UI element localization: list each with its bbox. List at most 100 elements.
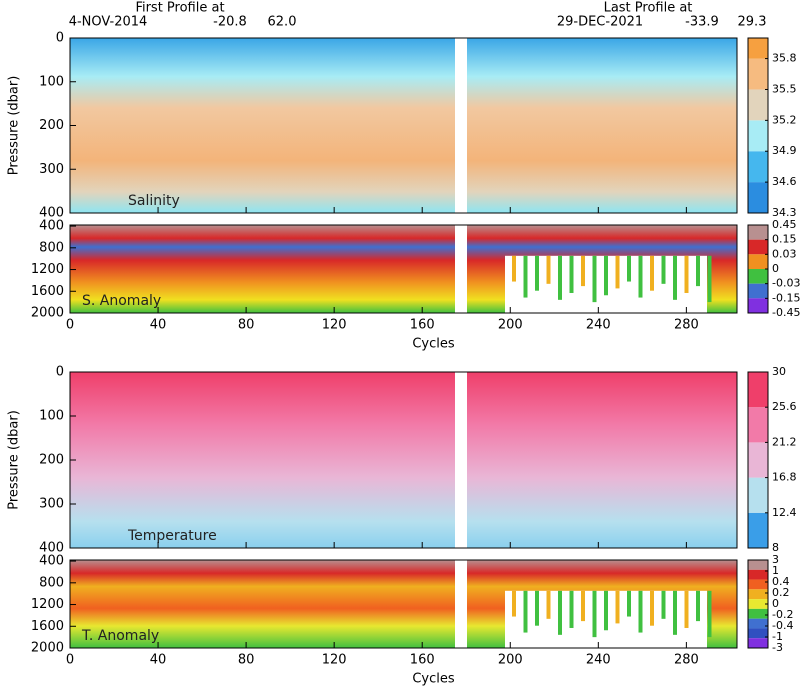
profile-stripe bbox=[673, 255, 677, 300]
profile-stripe bbox=[627, 590, 631, 617]
profile-stripe bbox=[604, 255, 608, 296]
colorbar-frame bbox=[747, 224, 769, 314]
x-tick-label: 80 bbox=[238, 318, 255, 333]
colorbar-band bbox=[748, 269, 768, 284]
colorbar-band bbox=[748, 579, 768, 590]
profile-stripe bbox=[581, 590, 585, 622]
x-axis-title: Cycles bbox=[412, 337, 455, 352]
colorbar-label: 0 bbox=[772, 262, 779, 275]
profile-stripe bbox=[523, 255, 528, 298]
field bbox=[70, 372, 737, 548]
colorbar-label: 0.2 bbox=[772, 586, 790, 599]
y-tick-label: 1200 bbox=[31, 262, 64, 277]
colorbar-band bbox=[748, 182, 768, 213]
profile-stripe bbox=[512, 255, 516, 282]
x-tick-label: 160 bbox=[410, 318, 435, 333]
first-date: 4-NOV-2014 bbox=[69, 15, 148, 30]
profile-stripe bbox=[638, 255, 643, 298]
colorbar-band bbox=[748, 89, 768, 121]
profile-stripe bbox=[696, 590, 700, 622]
profile-stripe bbox=[707, 590, 712, 638]
last-date: 29-DEC-2021 bbox=[557, 15, 643, 30]
colorbar-label: 0.4 bbox=[772, 575, 790, 588]
colorbar-label: 34.6 bbox=[772, 175, 797, 188]
colorbar-band bbox=[748, 120, 768, 152]
x-tick-label: 280 bbox=[674, 653, 699, 668]
x-tick-label: 240 bbox=[586, 318, 611, 333]
colorbar-label: 30 bbox=[772, 365, 786, 378]
colorbar-band bbox=[748, 442, 768, 478]
y-tick-label: 400 bbox=[39, 541, 64, 556]
colorbar-band bbox=[748, 225, 768, 240]
profile-stripe bbox=[546, 255, 551, 284]
x-tick-label: 120 bbox=[322, 653, 347, 668]
colorbar-band bbox=[748, 628, 768, 639]
last-lat: -33.9 bbox=[685, 15, 719, 30]
y-tick-label: 0 bbox=[56, 31, 64, 46]
colorbar-band bbox=[748, 239, 768, 255]
colorbar-band bbox=[748, 512, 768, 548]
colorbar-label: 12.4 bbox=[772, 506, 797, 519]
profile-stripe bbox=[558, 590, 562, 635]
x-axis-title: Cycles bbox=[412, 672, 455, 687]
field bbox=[70, 38, 737, 213]
profile-stripe bbox=[558, 255, 562, 300]
x-tick-label: 200 bbox=[498, 653, 523, 668]
data-gap bbox=[455, 38, 467, 213]
last-label: Last Profile at bbox=[604, 1, 693, 16]
colorbar-label: 21.2 bbox=[772, 435, 797, 448]
colorbar-band bbox=[748, 407, 768, 443]
data-gap bbox=[455, 372, 467, 548]
profile-stripe bbox=[615, 255, 620, 289]
profile-stripe bbox=[650, 255, 654, 291]
y-tick-label: 800 bbox=[39, 240, 64, 255]
profile-stripe bbox=[546, 590, 551, 619]
x-tick-label: 0 bbox=[66, 318, 74, 333]
colorbar-label: 25.6 bbox=[772, 400, 797, 413]
colorbar-label: -0.2 bbox=[772, 608, 793, 621]
y-tick-label: 1200 bbox=[31, 597, 64, 612]
y-axis-title: Pressure (dbar) bbox=[7, 410, 22, 510]
y-tick-label: 100 bbox=[39, 74, 64, 89]
profile-stripe bbox=[581, 255, 585, 287]
profile-stripe bbox=[661, 590, 666, 619]
y-tick-label: 200 bbox=[39, 453, 64, 468]
profile-stripe bbox=[569, 590, 574, 628]
colorbar-label: 8 bbox=[772, 541, 779, 554]
colorbar-band bbox=[748, 58, 768, 90]
colorbar-label: 16.8 bbox=[772, 471, 797, 484]
profile-stripe bbox=[650, 590, 654, 626]
y-tick-label: 1600 bbox=[31, 284, 64, 299]
profile-stripe bbox=[673, 590, 677, 635]
colorbar-band bbox=[748, 608, 768, 619]
x-tick-label: 120 bbox=[322, 318, 347, 333]
colorbar-label: -0.4 bbox=[772, 619, 793, 632]
colorbar-label: 0.45 bbox=[772, 218, 797, 231]
y-tick-label: 1600 bbox=[31, 619, 64, 634]
x-tick-label: 80 bbox=[238, 653, 255, 668]
y-tick-label: 400 bbox=[39, 554, 64, 569]
y-tick-label: 300 bbox=[39, 162, 64, 177]
first-lat: -20.8 bbox=[213, 15, 247, 30]
panel-title: S. Anomaly bbox=[82, 293, 161, 309]
colorbar-frame bbox=[747, 559, 769, 649]
colorbar-label: 0.15 bbox=[772, 233, 797, 246]
y-tick-label: 2000 bbox=[31, 641, 64, 656]
colorbar-band bbox=[748, 560, 768, 570]
colorbar-band bbox=[748, 298, 768, 313]
first-lon: 62.0 bbox=[268, 15, 297, 30]
profile-stripe bbox=[512, 590, 516, 617]
x-tick-label: 280 bbox=[674, 318, 699, 333]
profile-stripe bbox=[615, 590, 620, 624]
profile-stripe bbox=[696, 255, 700, 287]
profile-stripe bbox=[592, 255, 597, 303]
colorbar-band bbox=[748, 283, 768, 299]
x-tick-label: 160 bbox=[410, 653, 435, 668]
profile-stripe bbox=[569, 255, 574, 293]
colorbar-label: -0.03 bbox=[772, 277, 800, 290]
colorbar-label: -3 bbox=[772, 641, 783, 654]
x-tick-label: 240 bbox=[586, 653, 611, 668]
y-axis-title: Pressure (dbar) bbox=[7, 76, 22, 176]
colorbar-label: 0.03 bbox=[772, 247, 797, 260]
colorbar-label: 1 bbox=[772, 564, 779, 577]
